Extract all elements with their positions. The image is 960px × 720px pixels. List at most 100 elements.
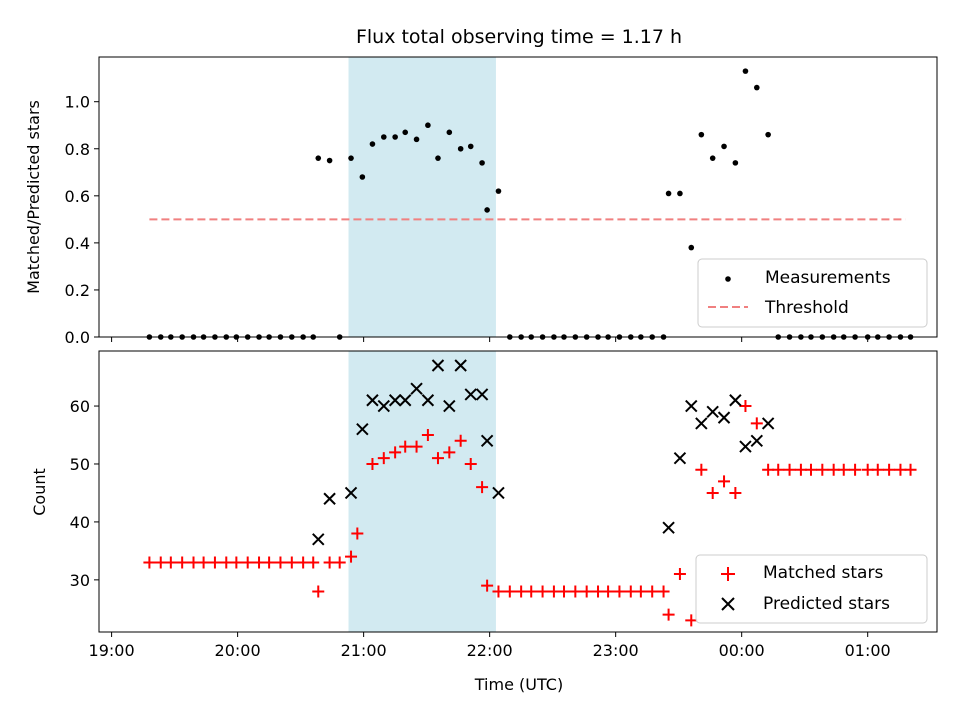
predicted-star-point: [685, 399, 698, 413]
x-tick-label: 00:00: [719, 641, 765, 660]
matched-star-point: [772, 463, 785, 476]
matched-star-point: [410, 440, 423, 453]
matched-star-point: [208, 556, 221, 569]
matched-star-point: [351, 527, 364, 540]
matched-star-point: [323, 556, 336, 569]
matched-star-point: [297, 556, 310, 569]
predicted-star-point: [431, 359, 445, 372]
matched-star-point: [816, 463, 829, 476]
matched-star-point: [481, 579, 494, 592]
x-tick-label: 22:00: [467, 641, 513, 660]
measurement-point: [688, 244, 695, 251]
matched-star-point: [345, 550, 358, 563]
legend-matched-label: Matched stars: [763, 563, 883, 583]
matched-star-point: [861, 463, 874, 476]
predicted-star-point: [729, 394, 742, 407]
bottom-legend-box: [695, 554, 928, 624]
matched-star-point: [220, 556, 233, 569]
matched-star-point: [849, 463, 862, 476]
matched-star-point: [706, 486, 719, 499]
matched-star-point: [883, 463, 896, 476]
matched-star-point: [503, 585, 516, 598]
matched-star-point: [253, 556, 266, 569]
matched-star-point: [695, 463, 708, 476]
measurement-point: [765, 131, 771, 138]
predicted-star-point: [717, 411, 731, 424]
legend-matched-marker: [721, 567, 735, 581]
x-tick-label: 21:00: [341, 641, 387, 660]
matched-star-point: [421, 429, 434, 442]
bottom-y-ticks: 30 40 50 60: [70, 397, 99, 590]
x-tick-label: 20:00: [215, 641, 261, 660]
measurement-point: [369, 141, 376, 147]
top-plot-frame: [98, 56, 938, 338]
measurement-point: [698, 131, 705, 138]
matched-star-point: [454, 434, 467, 447]
matched-star-point: [613, 585, 626, 598]
predicted-star-point: [312, 533, 325, 546]
bottom-panel: 30 40 50 60 19:00 20:00 21:00 22:00 23:00 00:00 0…: [30, 350, 938, 694]
matched-star-point: [285, 556, 298, 569]
matched-star-point: [431, 452, 444, 465]
top-panel: Flux total observing time = 1.17 h 0.0 0.…: [24, 26, 938, 347]
matched-star-point: [569, 585, 582, 598]
x-tick-label: 01:00: [845, 641, 891, 660]
y-tick-label: 0.4: [65, 234, 90, 253]
measurement-point: [326, 157, 333, 164]
y-tick-label: 0.6: [65, 187, 90, 206]
predicted-star-point: [480, 434, 494, 448]
y-tick-label: 60: [70, 397, 90, 416]
predicted-star-point: [492, 486, 505, 500]
matched-star-point: [557, 585, 570, 598]
y-tick-label: 0.8: [65, 140, 90, 159]
matched-star-point: [274, 556, 287, 569]
matched-star-point: [827, 463, 840, 476]
y-tick-label: 0.0: [65, 328, 90, 347]
predicted-star-point: [464, 388, 477, 401]
matched-star-point: [894, 463, 907, 476]
predicted-star-point: [323, 492, 336, 505]
matched-star-point: [164, 556, 177, 569]
predicted-star-point: [356, 423, 369, 436]
legend-measurements-label: Measurements: [765, 268, 891, 288]
predicted-star-point: [695, 417, 708, 430]
measurement-point: [359, 174, 366, 180]
predicted-star-point: [443, 399, 456, 413]
y-tick-label: 50: [70, 455, 90, 474]
bottom-y-axis-label: Count: [30, 468, 49, 516]
predicted-star-point: [475, 388, 489, 401]
matched-star-point: [739, 400, 752, 413]
x-tick-label: 19:00: [89, 641, 135, 660]
matched-star-point: [804, 463, 817, 476]
measurement-point: [435, 155, 441, 161]
measurement-point: [479, 160, 485, 166]
top-x-ticks: [111, 337, 869, 342]
matched-star-point: [389, 446, 402, 459]
bottom-marks: [143, 359, 917, 627]
predicted-star-point: [344, 486, 358, 500]
chart-title: Flux total observing time = 1.17 h: [356, 26, 682, 48]
matched-star-point: [154, 556, 167, 569]
matched-star-point: [476, 481, 489, 494]
measurement-point: [721, 143, 727, 150]
matched-star-point: [443, 446, 456, 459]
measurement-point: [457, 145, 464, 152]
matched-star-point: [399, 440, 412, 453]
matched-star-point: [794, 463, 807, 476]
matched-star-point: [263, 556, 276, 569]
predicted-star-point: [421, 394, 435, 407]
x-axis-label: Time (UTC): [474, 675, 563, 694]
legend-measurements-marker: [725, 276, 731, 282]
measurement-point: [467, 143, 474, 150]
matched-star-point: [377, 452, 390, 465]
matched-star-point: [837, 463, 850, 476]
matched-star-point: [592, 585, 605, 598]
matched-star-point: [646, 585, 659, 598]
matched-star-point: [634, 585, 647, 598]
matched-star-point: [176, 556, 189, 569]
measurement-point: [484, 207, 490, 213]
matched-star-point: [750, 417, 763, 430]
predicted-star-point: [706, 405, 719, 419]
measurement-point: [348, 155, 354, 161]
measurement-point: [446, 129, 453, 136]
